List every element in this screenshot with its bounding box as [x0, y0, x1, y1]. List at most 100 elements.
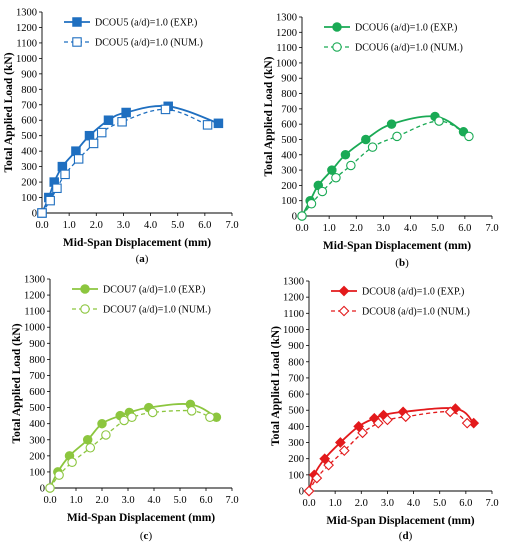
legend-marker — [80, 284, 90, 294]
y-tick-label: 100 — [281, 196, 297, 207]
y-tick-label: 1300 — [16, 8, 37, 19]
x-axis-label: Mid-Span Displacement (mm) — [63, 237, 211, 249]
data-point-exp — [353, 421, 365, 432]
series-line-exp — [301, 115, 464, 217]
y-tick-label: 900 — [29, 339, 45, 350]
x-tick-label: 4.0 — [407, 498, 420, 509]
x-tick-label: 5.0 — [171, 220, 184, 231]
legend-marker — [72, 37, 82, 47]
data-point-num — [367, 142, 378, 152]
legend-label: DCOU8 (a/d)=1.0 (NUM.) — [362, 307, 470, 318]
y-tick-label: 1100 — [16, 38, 37, 49]
y-tick-label: 400 — [288, 422, 304, 433]
y-tick-label: 700 — [288, 373, 304, 384]
y-tick-label: 100 — [21, 193, 37, 204]
data-point-num — [147, 407, 158, 418]
y-tick-label: 300 — [21, 162, 37, 173]
y-tick-label: 500 — [288, 406, 304, 417]
y-axis-label: Total Applied Load (kN) — [11, 323, 23, 443]
series-line-exp — [308, 407, 475, 492]
x-tick-label: 2.0 — [355, 498, 368, 509]
data-point-exp — [71, 146, 81, 156]
data-point-num — [85, 443, 96, 453]
y-tick-label: 600 — [21, 116, 37, 127]
legend-marker — [80, 304, 90, 314]
data-point-num — [60, 169, 70, 180]
y-tick-label: 1100 — [276, 43, 297, 54]
x-tick-label: 0.0 — [302, 498, 315, 509]
y-tick-label: 1200 — [276, 28, 297, 39]
series-line-num — [301, 120, 470, 217]
data-point-num — [392, 131, 402, 142]
data-point-num — [434, 116, 444, 126]
data-point-num — [464, 131, 474, 142]
data-point-num — [331, 172, 341, 183]
legend-label: DCOU7 (a/d)=1.0 (EXP.) — [103, 285, 205, 296]
y-tick-label: 500 — [29, 403, 45, 414]
data-point-num — [205, 412, 215, 423]
data-point-exp — [361, 134, 371, 145]
y-tick-label: 0 — [292, 212, 297, 223]
x-tick-label: 1.0 — [69, 495, 82, 506]
y-tick-label: 500 — [21, 131, 37, 142]
x-tick-label: 7.0 — [485, 223, 498, 234]
chart-panel-b: 0 100 200 300 400 500 600 700 800 900 1000 1100 1200… — [263, 13, 499, 270]
y-tick-label: 900 — [21, 69, 37, 80]
y-tick-label: 900 — [288, 341, 304, 352]
y-tick-label: 400 — [21, 147, 37, 158]
data-point-num — [306, 199, 317, 209]
data-point-exp — [327, 165, 337, 175]
panel-label: (a) — [136, 253, 149, 265]
y-tick-label: 100 — [288, 470, 304, 481]
data-point-num — [202, 120, 213, 130]
x-tick-label: 1.0 — [63, 220, 76, 231]
y-tick-label: 800 — [29, 355, 45, 366]
data-point-exp — [319, 453, 331, 465]
y-tick-label: 600 — [288, 390, 304, 401]
legend-label: DCOU8 (a/d)=1.0 (EXP.) — [362, 287, 464, 298]
data-point-exp — [82, 435, 93, 445]
y-tick-label: 1300 — [276, 13, 297, 24]
y-tick-label: 200 — [29, 451, 45, 462]
data-point-num — [400, 411, 412, 423]
series-line-num — [49, 409, 211, 489]
x-tick-label: 7.0 — [225, 495, 238, 506]
data-point-num — [338, 445, 350, 456]
x-tick-label: 0.0 — [295, 223, 308, 234]
x-tick-label: 4.0 — [144, 220, 157, 231]
y-tick-label: 1000 — [24, 323, 45, 334]
y-tick-label: 600 — [281, 120, 297, 131]
y-tick-label: 600 — [29, 387, 45, 398]
series-line-exp — [41, 105, 219, 214]
data-point-num — [186, 406, 197, 416]
x-axis-label: Mid-Span Displacement (mm) — [323, 240, 471, 252]
x-tick-label: 2.0 — [350, 223, 363, 234]
x-tick-label: 5.0 — [433, 498, 446, 509]
y-tick-label: 700 — [281, 104, 297, 115]
y-tick-label: 0 — [32, 209, 37, 220]
y-tick-label: 700 — [21, 100, 37, 111]
data-point-num — [127, 412, 137, 423]
legend-label: DCOU7 (a/d)=1.0 (NUM.) — [103, 305, 211, 316]
legend-label: DCOU5 (a/d)=1.0 (EXP.) — [95, 18, 197, 29]
y-axis-label: Total Applied Load (kN) — [3, 52, 15, 172]
y-tick-label: 1000 — [283, 325, 304, 336]
x-tick-label: 7.0 — [485, 498, 498, 509]
y-tick-label: 1100 — [283, 309, 304, 320]
y-tick-label: 800 — [288, 357, 304, 368]
data-point-num — [311, 472, 323, 484]
panel-label: (b) — [395, 257, 409, 269]
data-point-num — [357, 427, 368, 439]
data-point-num — [323, 459, 334, 471]
data-point-num — [67, 457, 77, 468]
x-tick-label: 3.0 — [121, 495, 134, 506]
data-point-num — [119, 415, 129, 426]
data-point-num — [444, 406, 456, 418]
data-point-exp — [97, 418, 107, 429]
data-point-exp — [103, 115, 114, 125]
y-tick-label: 300 — [288, 438, 304, 449]
y-axis-label: Total Applied Load (kN) — [263, 56, 275, 176]
data-point-num — [52, 183, 62, 194]
series-line-num — [308, 411, 468, 492]
